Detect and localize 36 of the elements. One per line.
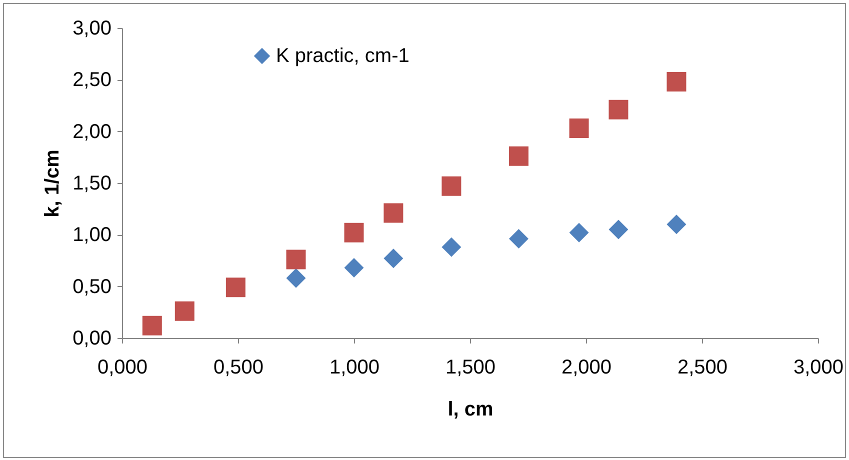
y-tick-label: 3,00 (72, 18, 112, 40)
y-tick-label: 2,00 (72, 120, 112, 143)
point (344, 222, 364, 242)
point (442, 176, 462, 196)
x-tick-label: 3,000 (793, 356, 844, 378)
x-tick-label: 0,500 (213, 356, 264, 378)
legend-label: K practic, cm-1 (276, 45, 410, 67)
point (608, 100, 628, 120)
point (384, 248, 404, 268)
y-axis-title: k, 1/cm (42, 150, 64, 218)
point (508, 229, 528, 249)
point (286, 268, 306, 288)
point (384, 203, 404, 223)
point (226, 278, 246, 298)
y-tick-label: 2,50 (72, 69, 112, 92)
point (442, 237, 462, 257)
point (174, 301, 194, 321)
y-tick-label: 0,00 (72, 328, 112, 350)
x-tick-label: 1,500 (445, 356, 496, 378)
point (344, 258, 364, 278)
point (608, 220, 628, 240)
x-axis-title: l, cm (448, 398, 494, 420)
point (286, 250, 306, 270)
point (666, 214, 686, 234)
point (569, 222, 589, 242)
y-tick-label: 1,50 (72, 172, 112, 194)
x-tick-label: 2,500 (677, 356, 728, 378)
point (666, 72, 686, 92)
point (569, 118, 589, 138)
y-tick-label: 1,00 (72, 224, 112, 246)
x-tick-label: 1,000 (329, 356, 380, 378)
y-tick-label: 0,50 (72, 276, 112, 298)
x-tick-label: 2,000 (561, 356, 612, 378)
point (142, 316, 162, 336)
x-tick-label: 0,000 (97, 356, 148, 378)
point (508, 146, 528, 166)
